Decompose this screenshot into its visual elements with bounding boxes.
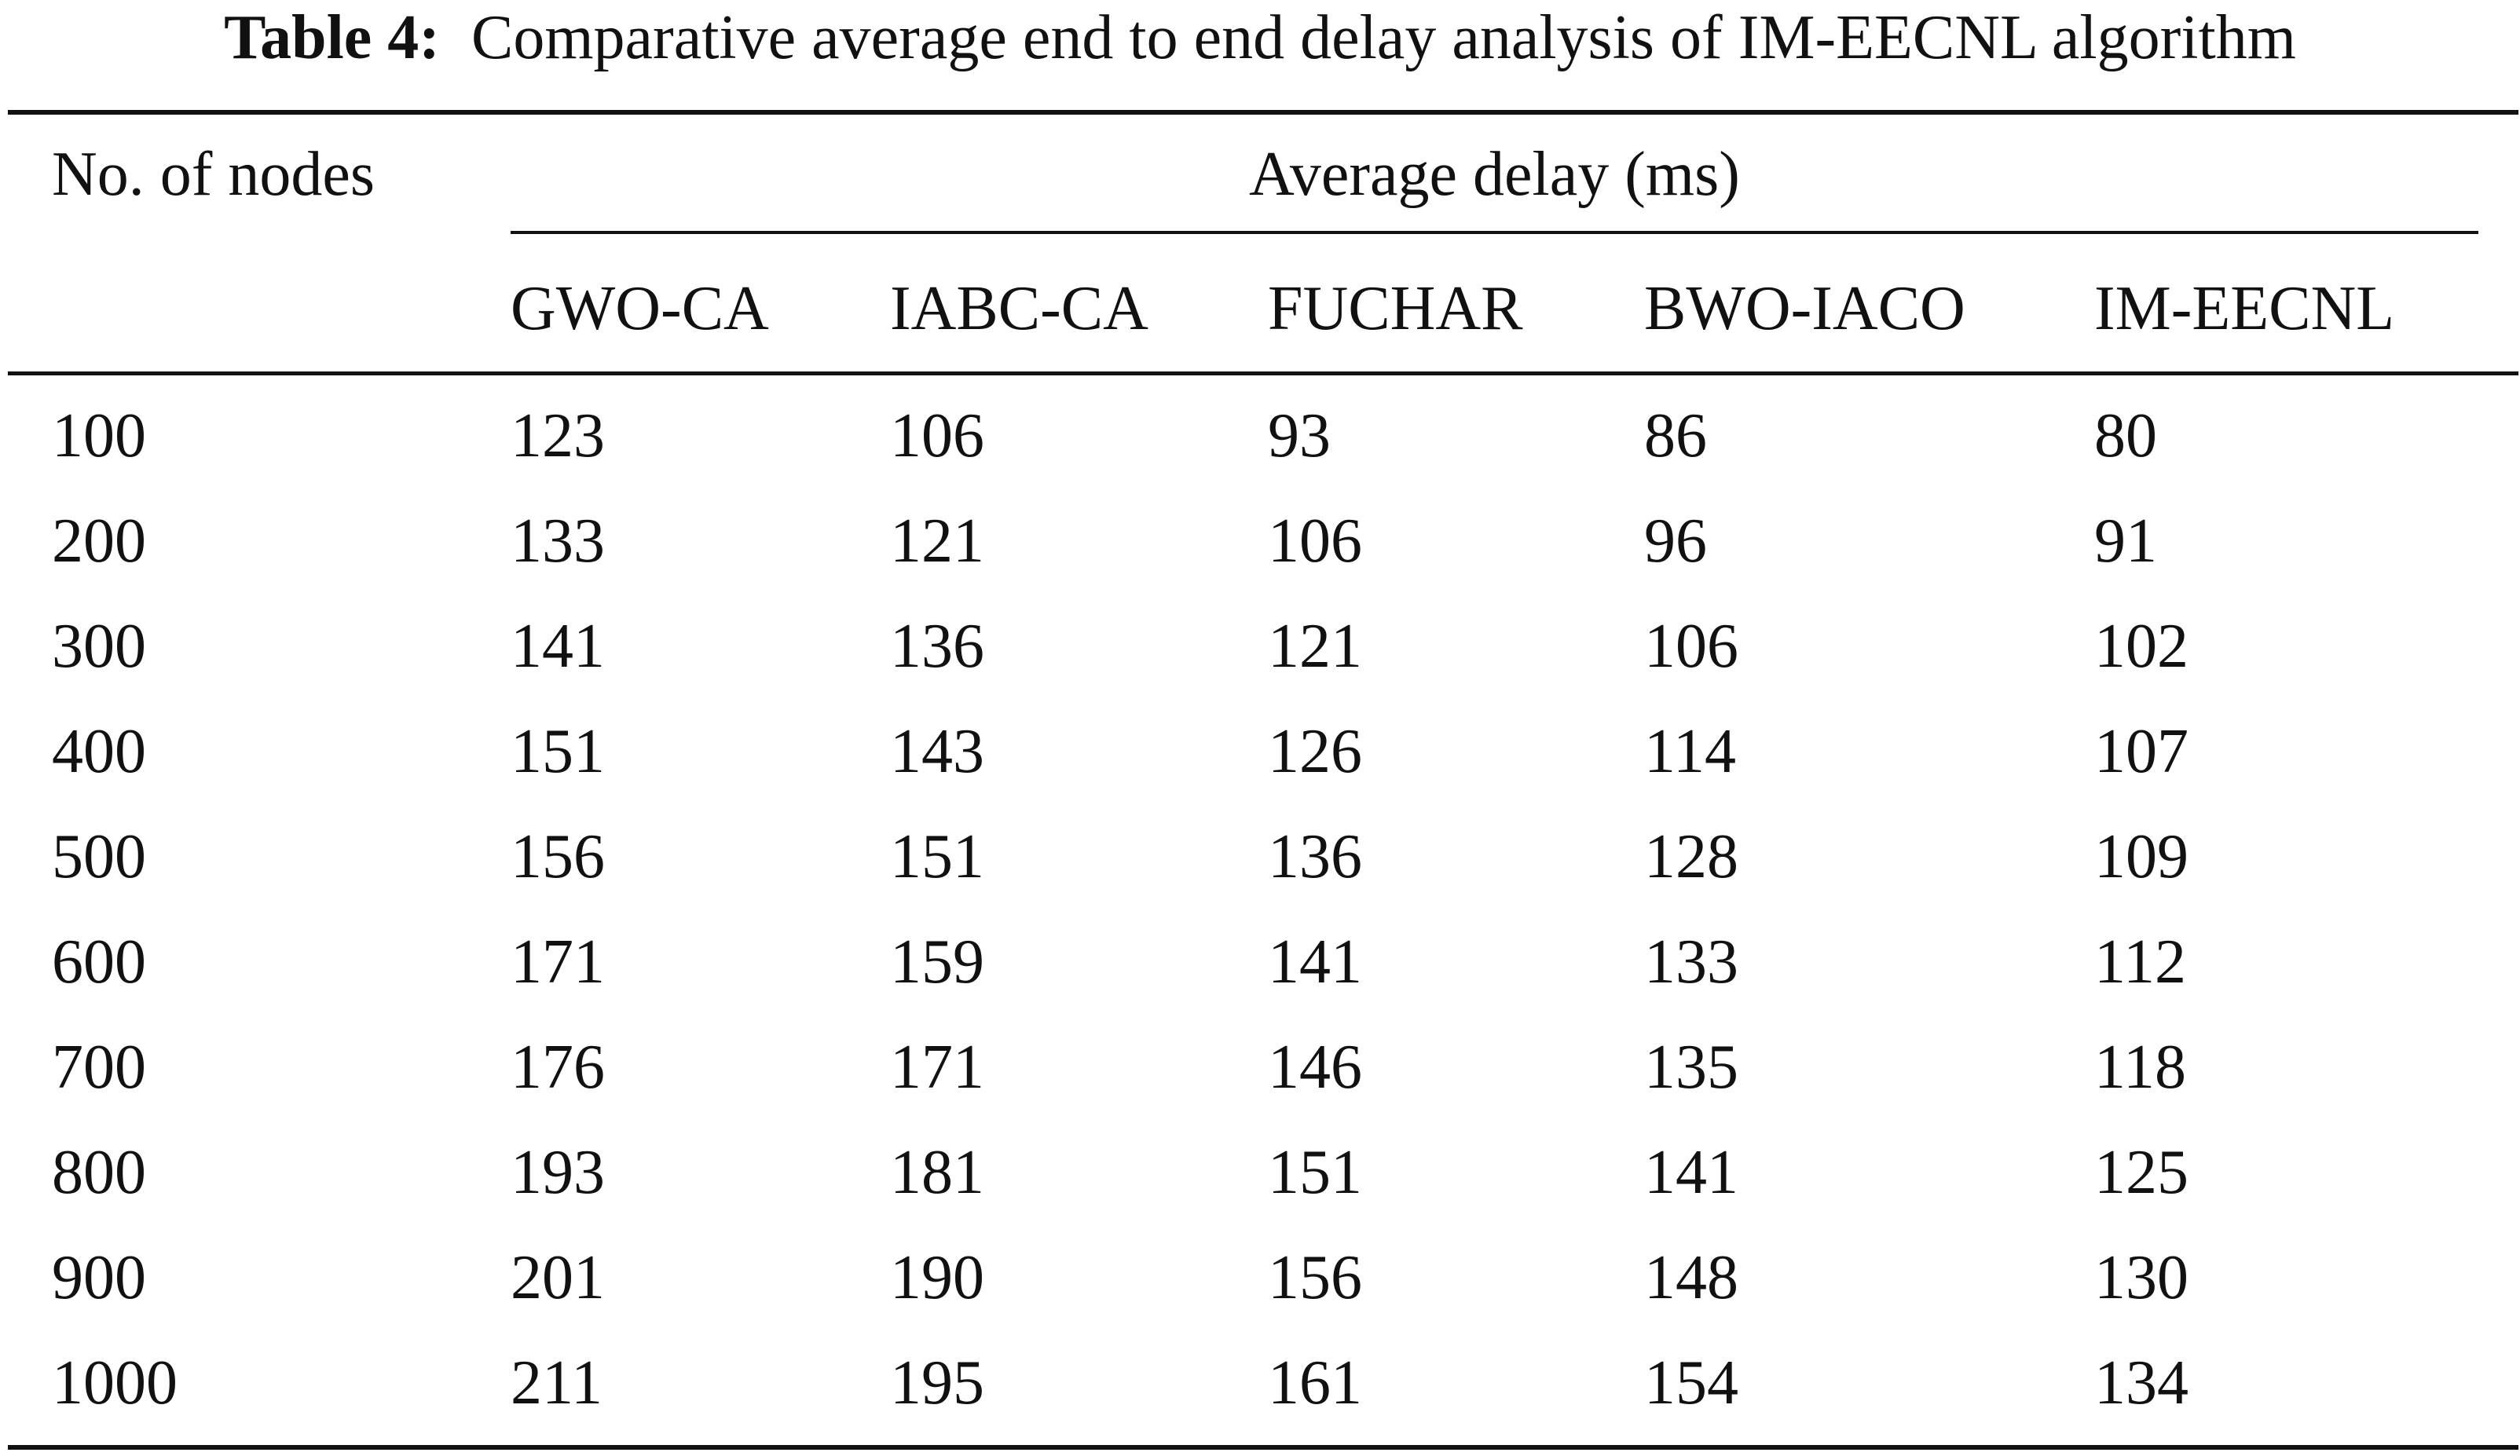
cell-delay: 211: [511, 1348, 603, 1418]
cell-delay: 148: [1644, 1243, 1738, 1312]
bottom-rule: [8, 1445, 2518, 1450]
cell-delay: 146: [1268, 1033, 1362, 1102]
cell-nodes: 400: [52, 717, 146, 786]
cell-delay: 161: [1268, 1348, 1362, 1418]
cell-delay: 151: [1268, 1138, 1362, 1207]
column-header: FUCHAR: [1268, 274, 1523, 343]
cell-delay: 143: [890, 717, 984, 786]
cell-delay: 106: [1644, 612, 1738, 681]
cell-delay: 195: [890, 1348, 984, 1418]
cell-delay: 136: [1268, 822, 1362, 891]
cell-nodes: 600: [52, 927, 146, 997]
cell-delay: 133: [511, 507, 605, 576]
cell-delay: 171: [890, 1033, 984, 1102]
cell-nodes: 300: [52, 612, 146, 681]
cell-delay: 171: [511, 927, 605, 997]
table-caption: Table 4: Comparative average end to end …: [0, 0, 2520, 75]
cell-delay: 141: [1644, 1138, 1738, 1207]
cell-nodes: 100: [52, 401, 146, 470]
group-rule: [511, 231, 2478, 234]
cell-delay: 106: [1268, 507, 1362, 576]
cell-delay: 114: [1644, 717, 1737, 786]
cell-nodes: 500: [52, 822, 146, 891]
header-rule: [8, 371, 2518, 375]
cell-delay: 151: [890, 822, 984, 891]
column-header: IM-EECNL: [2094, 274, 2395, 343]
cell-delay: 135: [1644, 1033, 1738, 1102]
cell-delay: 181: [890, 1138, 984, 1207]
column-header: IABC-CA: [890, 274, 1148, 343]
header-average-delay: Average delay (ms): [1249, 140, 1740, 209]
column-header: GWO-CA: [511, 274, 769, 343]
cell-delay: 151: [511, 717, 605, 786]
top-rule: [8, 110, 2518, 115]
cell-delay: 91: [2094, 507, 2157, 576]
cell-delay: 141: [1268, 927, 1362, 997]
table-caption-label: Table 4:: [224, 3, 440, 72]
cell-delay: 156: [511, 822, 605, 891]
cell-nodes: 200: [52, 507, 146, 576]
cell-delay: 106: [890, 401, 984, 470]
cell-delay: 86: [1644, 401, 1707, 470]
cell-delay: 141: [511, 612, 605, 681]
cell-delay: 159: [890, 927, 984, 997]
cell-delay: 80: [2094, 401, 2157, 470]
cell-delay: 128: [1644, 822, 1738, 891]
cell-delay: 93: [1268, 401, 1331, 470]
cell-delay: 121: [1268, 612, 1362, 681]
cell-delay: 109: [2094, 822, 2189, 891]
cell-delay: 121: [890, 507, 984, 576]
cell-delay: 102: [2094, 612, 2189, 681]
cell-delay: 176: [511, 1033, 605, 1102]
cell-delay: 134: [2094, 1348, 2189, 1418]
cell-delay: 96: [1644, 507, 1707, 576]
cell-delay: 154: [1644, 1348, 1738, 1418]
cell-delay: 107: [2094, 717, 2189, 786]
cell-delay: 126: [1268, 717, 1362, 786]
cell-delay: 112: [2094, 927, 2187, 997]
cell-delay: 190: [890, 1243, 984, 1312]
cell-delay: 123: [511, 401, 605, 470]
cell-delay: 133: [1644, 927, 1738, 997]
table-caption-text: Comparative average end to end delay ana…: [471, 3, 2296, 72]
cell-delay: 136: [890, 612, 984, 681]
cell-nodes: 700: [52, 1033, 146, 1102]
column-header: BWO-IACO: [1644, 274, 1965, 343]
cell-delay: 193: [511, 1138, 605, 1207]
cell-delay: 118: [2094, 1033, 2187, 1102]
cell-delay: 156: [1268, 1243, 1362, 1312]
cell-delay: 201: [511, 1243, 605, 1312]
cell-nodes: 800: [52, 1138, 146, 1207]
cell-delay: 125: [2094, 1138, 2189, 1207]
cell-nodes: 900: [52, 1243, 146, 1312]
cell-nodes: 1000: [52, 1348, 178, 1418]
header-nodes: No. of nodes: [52, 140, 375, 209]
cell-delay: 130: [2094, 1243, 2189, 1312]
